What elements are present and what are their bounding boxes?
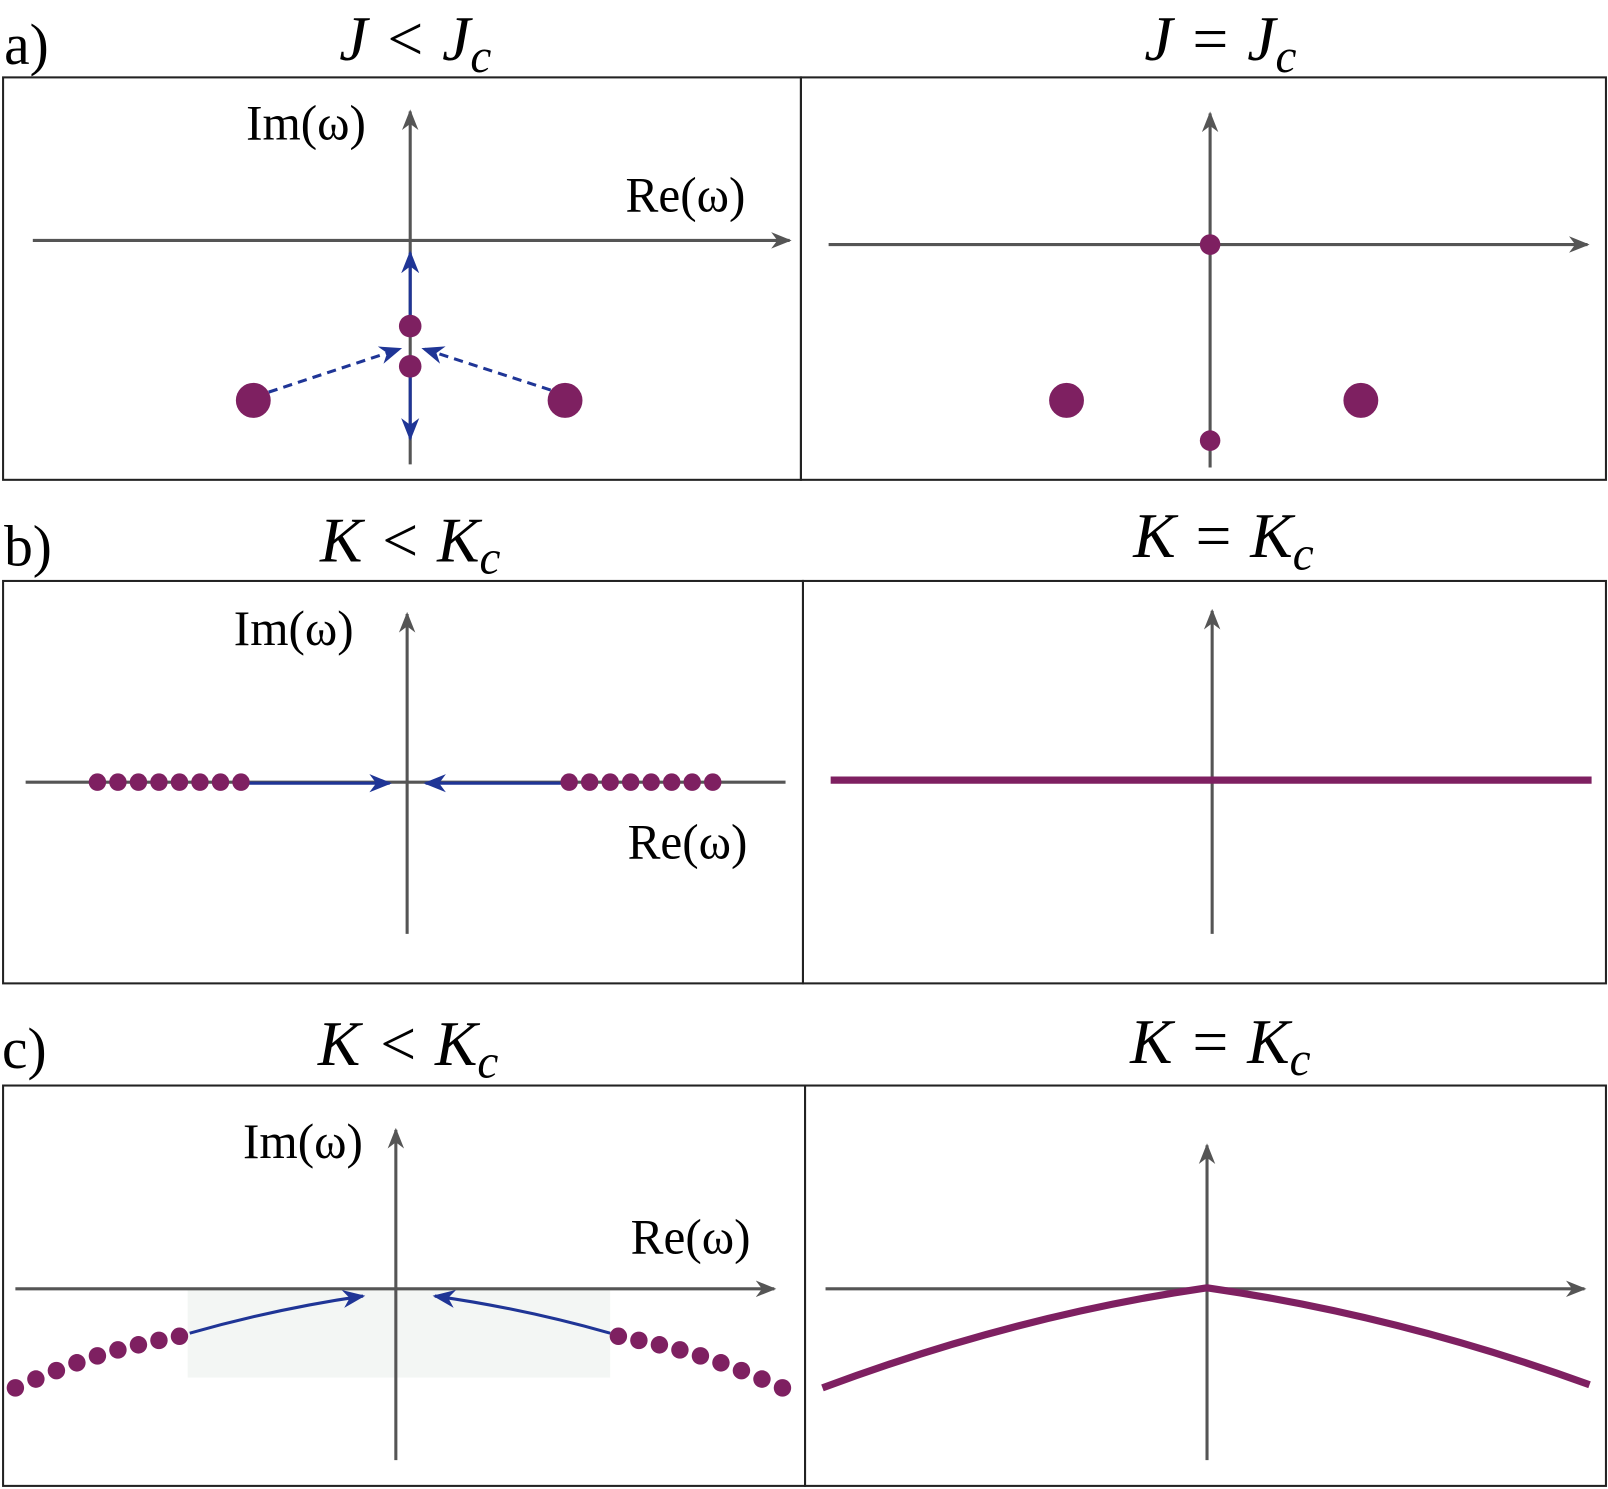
pole [27,1370,45,1388]
pole [621,773,640,791]
pole [601,773,619,791]
panel-title: K = Kc [1132,500,1313,581]
pole-continuum [821,1284,1591,1392]
panel-box [801,579,1607,985]
pole [1343,382,1379,418]
dashed-arrow [421,346,552,392]
pole [650,1336,669,1354]
panel-label: c) [2,1018,47,1081]
pole [560,773,578,791]
pole [129,773,148,791]
panel-label: a) [4,14,49,77]
pole [398,314,422,338]
pole [150,1331,168,1350]
poles [235,314,583,418]
dashed-arrow [268,346,403,394]
poles [88,773,722,791]
pole [773,1379,792,1397]
pole [1199,234,1221,255]
re-label: Re(ω) [631,1210,751,1265]
pole [109,1341,127,1359]
re-label: Re(ω) [626,167,746,222]
pole [704,773,722,791]
panel-box [803,1084,1607,1487]
pole [211,773,230,791]
pole [232,773,250,791]
pole [662,773,681,791]
panel-box [2,76,802,481]
poles [1049,234,1379,451]
arrow [189,1289,366,1335]
pole [547,382,583,418]
title-text: K = K [1129,1006,1293,1077]
pole [580,773,599,791]
title-sub: c [479,533,500,585]
title-sub: c [1290,1034,1311,1086]
pole [753,1370,771,1388]
pole [88,773,107,791]
pole [1199,430,1221,451]
pole [630,1331,648,1350]
pole [671,1341,689,1359]
title-text: K < K [317,1008,481,1079]
pole [109,773,127,791]
pole [68,1354,86,1372]
poles [6,1327,792,1397]
pole [398,354,422,378]
title-sub: c [470,31,491,83]
title-text: J = J [1144,3,1278,74]
pole [170,773,189,791]
pole [150,773,168,791]
pole [642,773,660,791]
im-label: Im(ω) [246,95,366,150]
panel-title: J < Jc [339,3,491,84]
shade [187,1289,611,1378]
pole [6,1379,25,1397]
pole [47,1361,66,1380]
re-label: Re(ω) [628,814,748,869]
pole [712,1354,730,1372]
title-text: K = K [1132,500,1296,571]
pole [683,773,701,791]
panel-title: J = Jc [1144,3,1296,84]
title-text: J < J [339,3,473,74]
panel-title: K = Kc [1129,1006,1310,1087]
pole [191,773,209,791]
panel-title: K < Kc [319,504,500,585]
panel-title: K < Kc [317,1008,498,1089]
pole [1049,382,1084,418]
pole [691,1347,710,1365]
arrow [432,1289,611,1335]
panel-box [799,76,1607,481]
panel-label: b) [4,515,52,578]
pole [732,1361,751,1380]
title-sub: c [477,1036,498,1088]
pole [129,1336,148,1354]
title-text: K < K [319,504,483,575]
im-label: Im(ω) [234,601,354,656]
pole [609,1327,628,1346]
pole [235,382,271,418]
title-sub: c [1293,528,1314,580]
title-sub: c [1275,31,1296,83]
pole [170,1327,189,1346]
pole [88,1347,107,1365]
im-label: Im(ω) [243,1114,363,1169]
panel-box [2,1084,807,1487]
